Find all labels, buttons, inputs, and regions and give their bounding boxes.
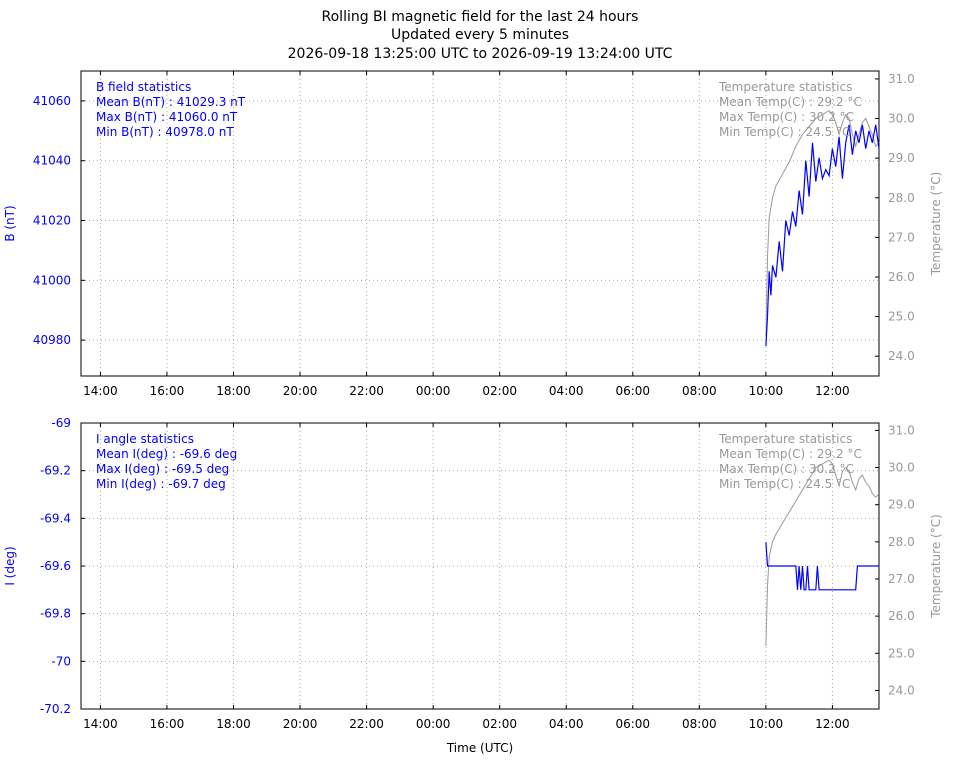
stats-left-line: Max B(nT) : 41060.0 nT [96,110,238,124]
stats-right-line: Mean Temp(C) : 29.2 °C [719,447,862,461]
stats-right-line: Temperature statistics [718,80,852,94]
x-tick-label: 22:00 [349,717,384,731]
y2-tick-label: 29.0 [888,498,915,512]
stats-left-line: Max I(deg) : -69.5 deg [96,462,229,476]
field-series-line [765,542,879,591]
y2-axis-label: Temperature (°C) [929,514,943,619]
y-tick-label: -69.6 [40,559,71,573]
stats-right-line: Temperature statistics [718,432,852,446]
y2-tick-label: 26.0 [888,270,915,284]
x-tick-label: 18:00 [216,384,251,398]
y2-tick-label: 24.0 [888,349,915,363]
x-tick-label: 02:00 [482,384,517,398]
field-series-line [765,124,880,347]
y2-tick-label: 31.0 [888,423,915,437]
x-tick-label: 20:00 [283,384,318,398]
y2-tick-label: 27.0 [888,572,915,586]
x-tick-label: 06:00 [615,384,650,398]
y2-tick-label: 26.0 [888,609,915,623]
panel-2: 14:00 16:00 18:00 20:00 22:00 00:00 02:00 04:00… [3,416,943,731]
y2-tick-label: 28.0 [888,535,915,549]
stats-left-line: I angle statistics [96,432,194,446]
x-tick-label: 00:00 [416,384,451,398]
stats-left-line: B field statistics [96,80,191,94]
y-tick-label: -69.8 [40,607,71,621]
stats-left-line: Mean B(nT) : 41029.3 nT [96,95,246,109]
y-tick-label: -69.4 [40,511,71,525]
x-tick-label: 12:00 [815,384,850,398]
x-tick-label: 20:00 [283,717,318,731]
chart-title: Rolling BI magnetic field for the last 2… [322,9,639,25]
x-tick-label: 08:00 [682,717,717,731]
x-axis-label: Time (UTC) [446,741,513,755]
x-tick-label: 10:00 [749,717,784,731]
stats-right-line: Mean Temp(C) : 29.2 °C [719,95,862,109]
y2-tick-label: 28.0 [888,191,915,205]
y-tick-label: 40980 [33,333,71,347]
chart-date-range: 2026-09-18 13:25:00 UTC to 2026-09-19 13… [288,46,673,62]
stats-left-line: Min B(nT) : 40978.0 nT [96,125,234,139]
y2-tick-label: 27.0 [888,230,915,244]
x-tick-label: 16:00 [150,717,185,731]
stats-left-line: Min I(deg) : -69.7 deg [96,477,226,491]
x-tick-label: 06:00 [615,717,650,731]
y-tick-label: -70.2 [40,702,71,716]
y-tick-label: -70 [51,654,71,668]
y2-tick-label: 30.0 [888,461,915,475]
y-axis-label: I (deg) [3,546,17,585]
y2-tick-label: 29.0 [888,151,915,165]
y-tick-label: 41060 [33,94,71,108]
y2-axis-label: Temperature (°C) [929,172,943,277]
x-tick-label: 04:00 [549,384,584,398]
x-tick-label: 18:00 [216,717,251,731]
y2-tick-label: 31.0 [888,72,915,86]
plot-frame [80,70,880,377]
x-tick-label: 04:00 [549,717,584,731]
temperature-series-line [765,459,880,646]
y2-tick-label: 25.0 [888,310,915,324]
x-tick-label: 14:00 [83,717,118,731]
stats-left-line: Mean I(deg) : -69.6 deg [96,447,237,461]
chart-subtitle: Updated every 5 minutes [391,27,569,43]
x-tick-label: 14:00 [83,384,118,398]
x-tick-label: 10:00 [749,384,784,398]
y-tick-label: -69.2 [40,464,71,478]
y2-tick-label: 25.0 [888,646,915,660]
stats-right-line: Max Temp(C) : 30.2 °C [719,110,854,124]
y-tick-label: 41020 [33,214,71,228]
x-tick-label: 00:00 [416,717,451,731]
panel-1: 14:00 16:00 18:00 20:00 22:00 00:00 02:00 04:00… [3,70,943,398]
y2-tick-label: 24.0 [888,683,915,697]
y-axis-label: B (nT) [3,205,17,241]
temperature-series-line [765,109,880,337]
y-tick-label: -69 [51,416,71,430]
stats-right-line: Min Temp(C) : 24.5 °C [719,125,850,139]
x-tick-label: 02:00 [482,717,517,731]
x-tick-label: 16:00 [150,384,185,398]
x-tick-label: 12:00 [815,717,850,731]
stats-right-line: Min Temp(C) : 24.5 °C [719,477,850,491]
y-tick-label: 41000 [33,273,71,287]
x-tick-label: 22:00 [349,384,384,398]
y2-tick-label: 30.0 [888,112,915,126]
y-tick-label: 41040 [33,154,71,168]
stats-right-line: Max Temp(C) : 30.2 °C [719,462,854,476]
x-tick-label: 08:00 [682,384,717,398]
